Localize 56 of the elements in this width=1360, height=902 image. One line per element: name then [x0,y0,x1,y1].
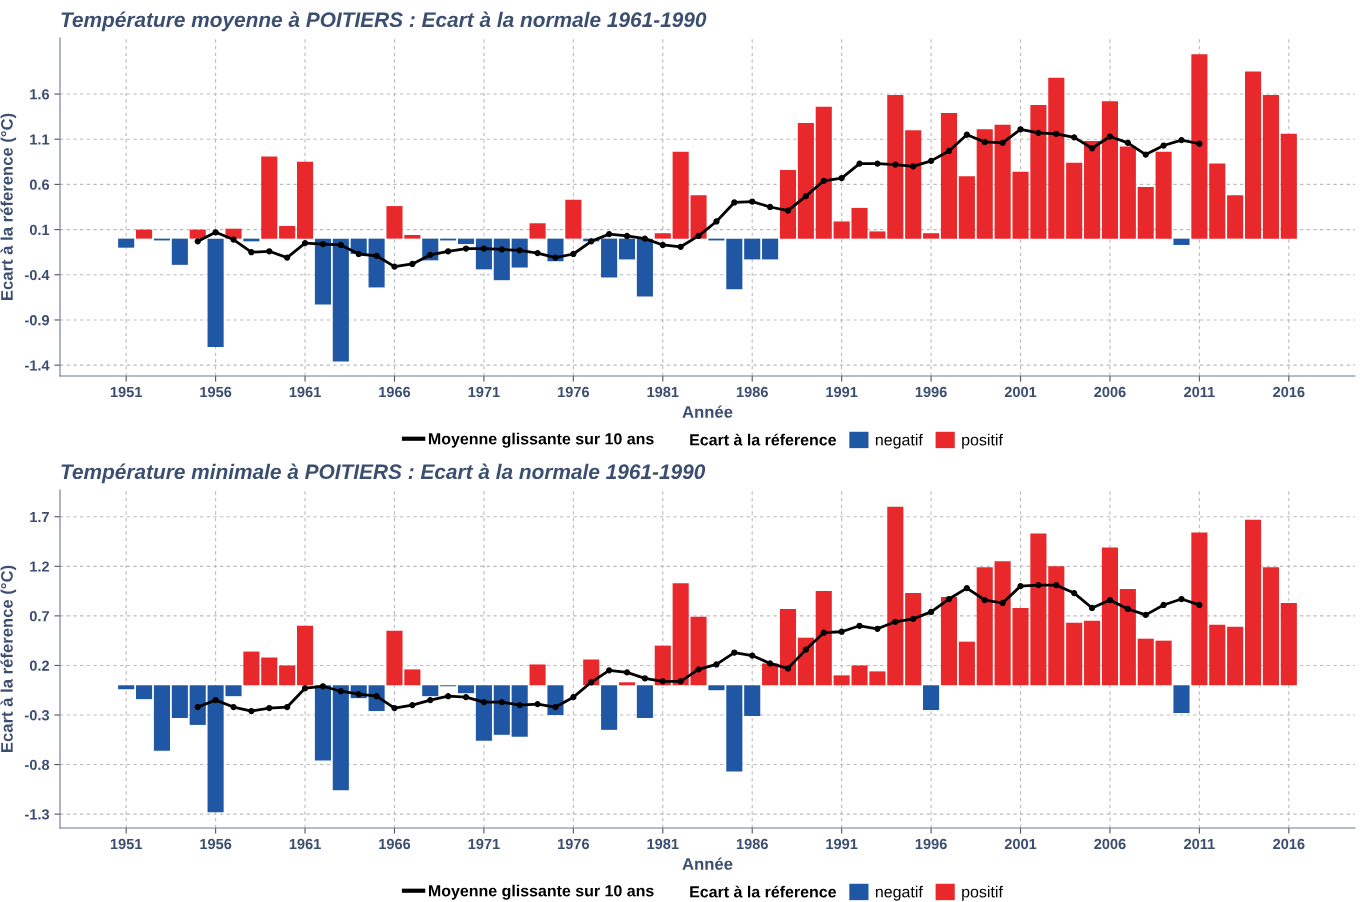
y-tick-label: -1.3 [25,809,50,820]
x-tick-label: 1966 [379,838,411,850]
y-axis-title: Ecart à la réference (°C) [0,565,17,752]
x-tick-label: 2016 [1273,386,1305,398]
x-tick-label: 1991 [826,838,858,850]
x-tick-label: 1976 [558,838,590,850]
x-tick-label: 2016 [1273,838,1305,850]
legend-label: positif [962,433,1003,449]
x-tick-label: 1996 [915,386,947,398]
x-axis-title: Année [682,405,733,418]
x-tick-label: 2001 [1004,838,1037,850]
y-tick-label: 1.6 [30,89,50,100]
x-tick-label: 1981 [647,838,679,850]
x-tick-label: 1961 [289,838,321,850]
legend-label: negatif [875,433,923,449]
y-tick-label: -0.3 [25,710,50,721]
y-tick-label: -0.8 [25,759,50,770]
y-tick-label: 1.2 [30,561,49,572]
legend-label: positif [962,885,1003,901]
x-tick-label: 2001 [1004,386,1037,398]
x-tick-label: 1971 [468,386,500,398]
y-tick-label: -1.4 [25,360,50,371]
x-axis-title: Année [682,857,733,870]
x-tick-label: 2006 [1094,386,1126,398]
chart-title: Température moyenne à POITIERS : Ecart à la normale 1961-1990 [61,11,707,32]
x-tick-label: 1966 [379,386,411,398]
x-tick-label: 1986 [736,386,768,398]
legend-title: Ecart à la réference [690,433,836,446]
y-tick-label: -0.9 [25,315,50,326]
x-tick-label: 2006 [1094,838,1126,850]
y-axis-title: Ecart à la réference (°C) [0,113,17,300]
y-tick-label: 0.1 [29,224,50,236]
y-tick-label: 0.6 [29,179,50,190]
legend-label: Moyenne glissante sur 10 ans [429,432,654,448]
x-tick-label: 1991 [826,386,858,398]
x-tick-label: 1971 [468,838,500,850]
y-tick-label: 0.7 [29,610,49,622]
x-tick-label: 1996 [915,838,947,850]
x-tick-label: 1976 [558,386,590,398]
x-tick-label: 2011 [1184,838,1215,850]
x-tick-label: 1961 [289,386,321,398]
y-tick-label: 0.2 [29,660,49,671]
x-tick-label: 2011 [1184,386,1215,398]
x-tick-label: 1981 [647,386,679,398]
legend-label: negatif [875,885,923,901]
legend-title: Ecart à la réference [690,885,836,898]
y-tick-label: -0.4 [25,269,50,281]
chart-title: Température minimale à POITIERS : Ecart à la normale 1961-1990 [61,463,706,484]
x-tick-label: 1956 [200,386,232,398]
x-tick-label: 1956 [200,838,232,850]
legend-label: Moyenne glissante sur 10 ans [429,884,654,900]
y-tick-label: 1.1 [30,134,50,145]
x-tick-label: 1986 [736,838,768,850]
x-tick-label: 1951 [110,838,142,850]
y-tick-label: 1.7 [30,512,49,523]
x-tick-label: 1951 [110,386,142,398]
